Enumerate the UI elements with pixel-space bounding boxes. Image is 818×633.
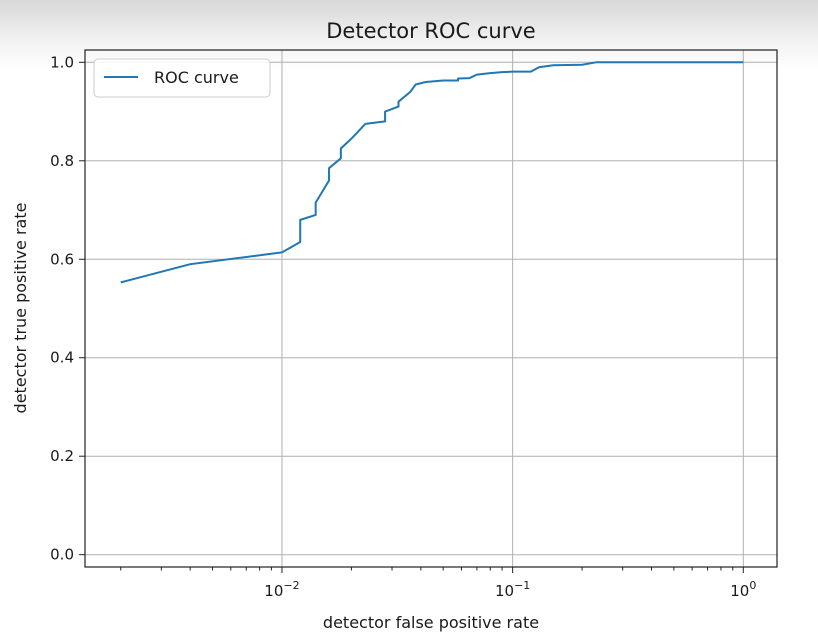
y-tick-label: 1.0: [50, 53, 74, 71]
y-axis-ticks: 0.0 0.2 0.4 0.6 0.8 1.0: [50, 53, 85, 564]
y-axis-label: detector true positive rate: [11, 203, 30, 414]
series-layer: [120, 61, 744, 284]
x-tick-label: 100: [730, 579, 756, 600]
chart-title: Detector ROC curve: [326, 19, 535, 43]
x-tick-label: 10−2: [264, 579, 299, 600]
y-tick-label: 0.0: [50, 546, 74, 564]
roc-curve-line: [120, 61, 744, 284]
x-axis-label: detector false positive rate: [323, 613, 539, 632]
legend-box: [93, 58, 271, 98]
y-tick-label: 0.6: [50, 250, 74, 268]
plot-frame: [84, 49, 778, 568]
y-tick-label: 0.4: [50, 349, 74, 367]
y-tick-label: 0.2: [50, 447, 74, 465]
x-axis-ticks: 10−2 10−1 100: [120, 567, 756, 600]
grid-layer: [85, 50, 777, 567]
legend-label: ROC curve: [154, 68, 239, 87]
x-tick-label: 10−1: [495, 579, 530, 600]
y-tick-label: 0.8: [50, 152, 74, 170]
legend: ROC curve: [93, 58, 271, 98]
